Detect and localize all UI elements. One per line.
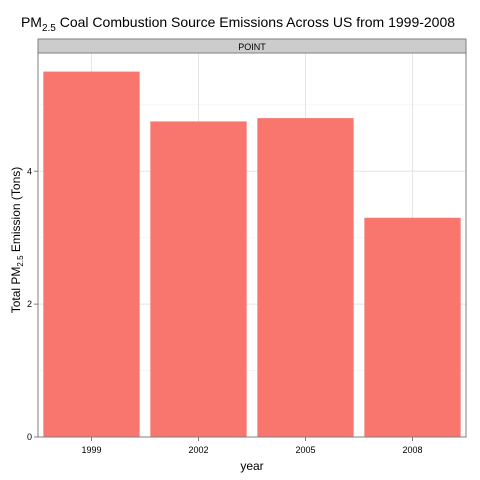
facet-strip-label: POINT: [238, 42, 266, 52]
y-tick-label: 2: [27, 299, 32, 309]
x-tick-label: 2005: [295, 445, 315, 455]
y-axis-title: Total PM2.5 Emission (Tons): [9, 167, 25, 314]
chart-title-suffix: Coal Combustion Source Emissions Across …: [56, 14, 455, 30]
x-axis: 1999 2002 2005 2008: [81, 437, 423, 455]
y-axis-title-suffix: Emission (Tons): [9, 167, 23, 256]
x-tick-label: 2002: [188, 445, 208, 455]
plot-panel-border: [37, 52, 467, 438]
y-axis-title-subscript: 2.5: [16, 255, 25, 267]
bar-2008: [364, 217, 461, 437]
chart-title-prefix: PM: [21, 14, 42, 30]
chart-title: PM2.5 Coal Combustion Source Emissions A…: [21, 14, 455, 34]
chart-title-subscript: 2.5: [42, 23, 56, 34]
bar-1999: [43, 71, 140, 437]
y-tick-label: 4: [27, 166, 32, 176]
x-tick-label: 2008: [402, 445, 422, 455]
y-tick-label: 0: [27, 432, 32, 442]
y-axis-title-prefix: Total PM: [9, 267, 23, 314]
bar-2002: [150, 121, 247, 437]
bars: [43, 71, 461, 437]
x-tick-label: 1999: [81, 445, 101, 455]
y-axis: 0 2 4: [27, 166, 38, 442]
bar-2005: [257, 118, 354, 437]
x-axis-title: year: [240, 459, 263, 473]
